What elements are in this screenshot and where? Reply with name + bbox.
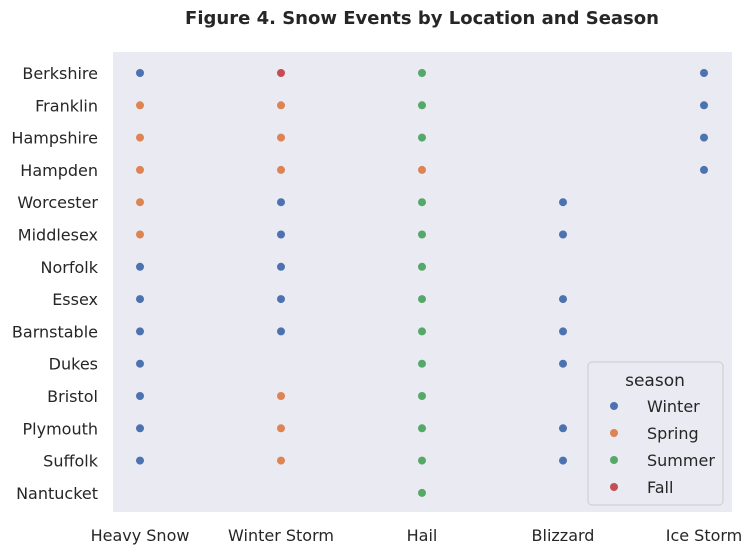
y-tick-barnstable: Barnstable: [12, 322, 98, 341]
y-tick-berkshire: Berkshire: [22, 64, 98, 83]
point-barnstable-heavy-snow: [136, 327, 144, 336]
legend-label-spring: Spring: [647, 424, 699, 443]
legend-entries: Winter Spring Summer Fall: [610, 397, 715, 497]
point-bristol-heavy-snow: [136, 392, 144, 400]
y-tick-hampden: Hampden: [20, 161, 98, 180]
point-hampshire-heavy-snow: [136, 133, 144, 142]
y-tick-hampshire: Hampshire: [11, 129, 98, 148]
point-worcester-hail: [418, 198, 426, 207]
legend-box: [587, 361, 724, 506]
point-plymouth-heavy-snow: [136, 424, 144, 433]
y-tick-dukes: Dukes: [49, 355, 98, 374]
point-middlesex-heavy-snow: [136, 230, 144, 239]
point-worcester-winter-storm: [277, 198, 285, 207]
point-hampden-winter-storm: [277, 165, 285, 174]
point-barnstable-blizzard: [559, 327, 567, 336]
point-essex-hail: [418, 295, 426, 304]
y-tick-middlesex: Middlesex: [18, 226, 98, 245]
point-dukes-heavy-snow: [136, 359, 144, 368]
point-dukes-hail: [418, 359, 426, 368]
y-tick-plymouth: Plymouth: [23, 419, 99, 438]
point-essex-winter-storm: [277, 295, 285, 304]
point-berkshire-winter-storm: [277, 69, 285, 77]
point-norfolk-winter-storm: [277, 262, 285, 271]
legend-marker-summer: [610, 456, 618, 464]
point-dukes-blizzard: [559, 359, 567, 368]
y-tick-bristol: Bristol: [47, 387, 98, 406]
point-middlesex-hail: [418, 230, 426, 239]
point-hampshire-ice-storm: [700, 133, 708, 142]
point-essex-blizzard: [559, 295, 567, 304]
point-worcester-heavy-snow: [136, 198, 144, 207]
legend-marker-fall: [610, 483, 618, 491]
legend: season Winter Spring Summer Fall: [587, 361, 724, 506]
point-hampden-hail: [418, 165, 426, 174]
point-barnstable-hail: [418, 327, 426, 336]
point-middlesex-blizzard: [559, 230, 567, 239]
y-tick-worcester: Worcester: [17, 193, 98, 212]
legend-marker-winter: [610, 402, 618, 410]
x-tick-heavy-snow: Heavy Snow: [91, 526, 190, 545]
legend-marker-spring: [610, 429, 618, 437]
y-tick-norfolk: Norfolk: [41, 258, 99, 277]
legend-label-summer: Summer: [647, 451, 715, 470]
x-tick-winter-storm: Winter Storm: [228, 526, 334, 545]
point-suffolk-winter-storm: [277, 456, 285, 465]
point-barnstable-winter-storm: [277, 327, 285, 336]
point-hampden-heavy-snow: [136, 165, 144, 174]
point-franklin-hail: [418, 101, 426, 110]
point-nantucket-hail: [418, 488, 426, 497]
point-plymouth-blizzard: [559, 424, 567, 433]
legend-label-fall: Fall: [647, 478, 673, 497]
point-hampden-ice-storm: [700, 165, 708, 174]
point-middlesex-winter-storm: [277, 230, 285, 239]
point-franklin-heavy-snow: [136, 101, 144, 110]
x-tick-blizzard: Blizzard: [532, 526, 595, 545]
point-berkshire-heavy-snow: [136, 69, 144, 77]
y-tick-suffolk: Suffolk: [43, 452, 99, 471]
point-essex-heavy-snow: [136, 295, 144, 304]
point-hampshire-hail: [418, 133, 426, 142]
point-plymouth-hail: [418, 424, 426, 433]
y-tick-essex: Essex: [52, 290, 98, 309]
point-hampshire-winter-storm: [277, 133, 285, 142]
x-tick-ice-storm: Ice Storm: [666, 526, 743, 545]
point-suffolk-blizzard: [559, 456, 567, 465]
point-berkshire-hail: [418, 69, 426, 77]
point-berkshire-ice-storm: [700, 69, 708, 77]
point-worcester-blizzard: [559, 198, 567, 207]
chart-title: Figure 4. Snow Events by Location and Se…: [185, 8, 659, 29]
points-layer: [136, 69, 708, 497]
x-tick-hail: Hail: [407, 526, 438, 545]
y-tick-franklin: Franklin: [35, 96, 98, 115]
point-bristol-hail: [418, 392, 426, 400]
x-axis-ticks: Heavy Snow Winter Storm Hail Blizzard Ice St…: [91, 526, 743, 545]
point-franklin-ice-storm: [700, 101, 708, 110]
y-axis-ticks: Berkshire Franklin Hampshire Hampden Worcest…: [11, 64, 98, 503]
point-plymouth-winter-storm: [277, 424, 285, 433]
point-franklin-winter-storm: [277, 101, 285, 110]
point-suffolk-heavy-snow: [136, 456, 144, 465]
legend-title: season: [625, 371, 685, 391]
point-norfolk-heavy-snow: [136, 262, 144, 271]
legend-label-winter: Winter: [647, 397, 700, 416]
y-tick-nantucket: Nantucket: [16, 484, 98, 503]
point-bristol-winter-storm: [277, 392, 285, 400]
point-suffolk-hail: [418, 456, 426, 465]
point-norfolk-hail: [418, 262, 426, 271]
